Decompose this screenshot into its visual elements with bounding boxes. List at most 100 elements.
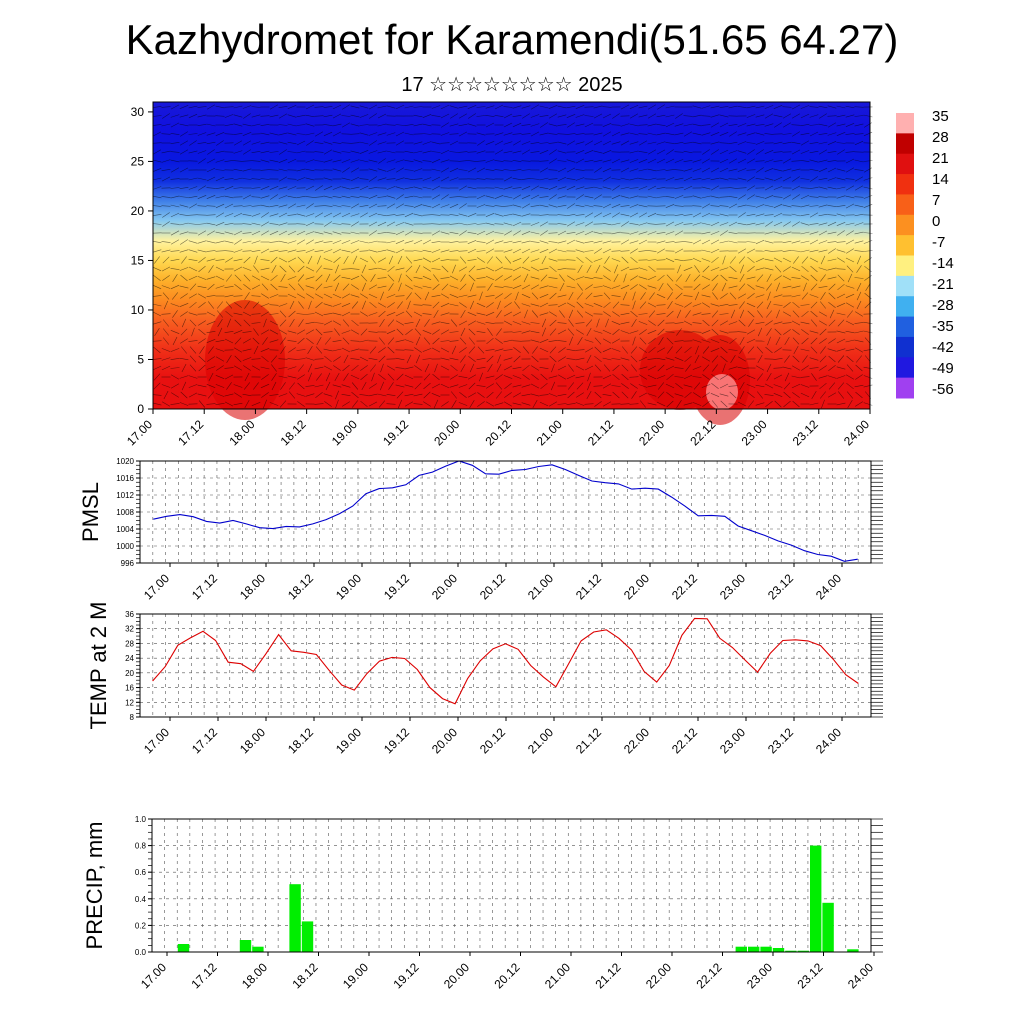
wind-barb [413, 250, 423, 252]
wind-barb [244, 372, 250, 382]
wind-barb [188, 249, 198, 253]
wind-barb [512, 221, 522, 227]
wind-barb [665, 158, 675, 164]
wind-barb [368, 132, 378, 136]
wind-barb [827, 167, 837, 173]
wind-barb [503, 275, 513, 281]
y-axis-label: PMSL [78, 482, 103, 542]
wind-barb [441, 122, 449, 128]
wind-barb [647, 177, 657, 181]
wind-barb [368, 159, 378, 163]
wind-barb [630, 383, 638, 389]
wind-barb [647, 365, 657, 371]
wind-barb [584, 347, 594, 353]
wind-barb [638, 140, 648, 146]
wind-barb [666, 283, 674, 291]
wind-barb [577, 337, 583, 345]
wind-barb [647, 384, 657, 388]
wind-barb [476, 367, 486, 369]
wind-barb [521, 266, 531, 272]
wind-barb [350, 329, 360, 335]
wind-barb [614, 264, 618, 274]
wind-barb [693, 392, 701, 398]
wind-barb [756, 301, 764, 309]
wind-barb [740, 264, 744, 274]
wind-barb [404, 169, 414, 171]
wind-barb [711, 310, 719, 318]
wind-barb [197, 132, 207, 136]
y-tick-label: 0.8 [135, 842, 147, 851]
wind-barb [188, 384, 198, 388]
wind-barb [827, 241, 837, 243]
wind-barb [683, 259, 693, 261]
wind-barb [809, 106, 819, 108]
wind-barb [666, 149, 674, 155]
wind-barb [793, 256, 799, 264]
y-tick-label: 36 [125, 610, 134, 619]
wind-barb [305, 196, 315, 198]
wind-barb [737, 168, 747, 172]
wind-barb [368, 168, 378, 172]
wind-barb [225, 257, 233, 263]
wind-barb [269, 204, 279, 208]
x-tick-label: 23.12 [765, 725, 796, 756]
wind-barb [557, 105, 567, 109]
wind-barb [170, 195, 180, 199]
wind-barb [530, 151, 540, 153]
wind-barb [576, 329, 584, 335]
wind-barb [476, 160, 486, 162]
wind-barb [845, 114, 855, 118]
wind-barb [566, 239, 576, 245]
wind-barb [369, 230, 377, 236]
wind-barb [647, 212, 657, 218]
wind-barb [566, 259, 576, 261]
wind-barb [719, 393, 729, 397]
wind-barb [432, 337, 440, 345]
wind-barb [710, 205, 720, 207]
wind-barb [494, 213, 504, 217]
wind-barb [458, 222, 468, 226]
wind-barb [206, 141, 216, 145]
wind-barb [270, 355, 278, 363]
wind-barb [306, 140, 314, 146]
wind-barb [702, 364, 710, 372]
wind-barb [854, 204, 864, 208]
wind-barb [189, 283, 197, 291]
wind-barb [496, 363, 502, 373]
wind-barb [512, 402, 522, 406]
wind-barb [602, 383, 612, 389]
wind-barb [773, 141, 783, 145]
wind-barb [819, 328, 827, 336]
wind-barb [197, 142, 207, 144]
wind-barb [172, 310, 178, 318]
wind-barb [764, 214, 774, 216]
wind-barb [504, 383, 512, 389]
wind-barb [701, 294, 711, 298]
wind-barb [487, 364, 493, 372]
precip-bar [760, 946, 772, 952]
wind-barb [476, 178, 486, 180]
wind-barb [683, 196, 693, 198]
wind-barb [188, 214, 198, 216]
wind-barb [819, 365, 827, 371]
wind-barb [530, 104, 540, 110]
wind-barb [719, 142, 729, 144]
wind-barb [332, 223, 342, 225]
wind-barb [278, 286, 288, 288]
wind-barb [170, 104, 180, 110]
x-tick-label: 22.00 [643, 960, 674, 991]
wind-barb [513, 347, 521, 353]
wind-barb [728, 150, 738, 154]
wind-barb [845, 123, 855, 127]
wind-barb [198, 320, 206, 326]
x-tick-label: 19.12 [381, 725, 412, 756]
wind-barb [494, 348, 504, 352]
wind-barb [458, 123, 468, 127]
wind-barb [557, 204, 567, 208]
wind-barb [657, 382, 665, 390]
wind-barb [620, 205, 630, 207]
wind-barb [415, 318, 421, 328]
wind-barb [278, 113, 288, 119]
wind-barb [296, 213, 306, 217]
wind-barb [539, 142, 549, 144]
